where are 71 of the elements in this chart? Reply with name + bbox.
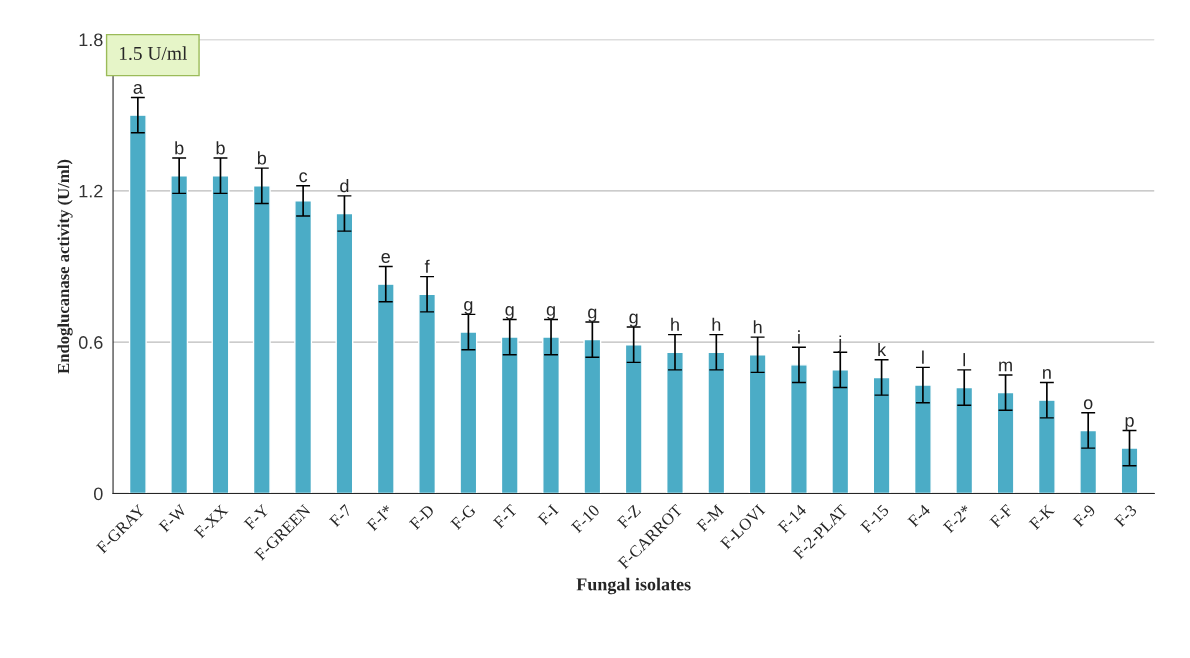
annotation: h	[712, 317, 721, 331]
x-axis-title: Fungal isolates	[576, 577, 691, 595]
x-tick-label: F-4	[907, 503, 931, 528]
annotation: l	[922, 350, 924, 364]
bar	[1120, 447, 1139, 494]
x-tick-label: F-I*	[366, 504, 394, 532]
bar	[583, 338, 602, 494]
bar	[872, 376, 891, 494]
bar	[211, 174, 230, 494]
annotation: b	[257, 151, 267, 165]
bar	[128, 114, 147, 494]
bar	[748, 354, 767, 494]
bar	[831, 369, 850, 494]
annotation: k	[878, 342, 887, 357]
annotation: a	[133, 84, 143, 94]
annotation: c	[299, 172, 308, 183]
x-tick-label: F-G	[450, 503, 477, 531]
y-tick-label: 0	[93, 487, 103, 501]
bar	[252, 185, 271, 494]
x-tick-label: F-K	[1028, 503, 1055, 531]
bar	[459, 331, 478, 494]
bar	[294, 200, 313, 494]
annotation: g	[588, 308, 597, 322]
bar	[955, 386, 974, 494]
x-tick-label: F-D	[408, 504, 435, 531]
x-tick-label: F-2*	[942, 504, 972, 534]
annotation: g	[505, 306, 514, 320]
annotation: h	[671, 317, 679, 331]
annotation: e	[381, 253, 390, 263]
annotation: b	[216, 141, 225, 155]
annotation: g	[629, 313, 638, 328]
x-tick-label: F-I	[537, 504, 559, 526]
annotation: n	[1043, 369, 1051, 379]
x-tick-label: F-F	[989, 504, 1014, 529]
bar	[913, 384, 932, 494]
annotation: f	[424, 259, 430, 273]
annotation: h	[753, 320, 762, 334]
annotation: m	[999, 361, 1012, 372]
bar	[996, 391, 1015, 494]
annotation: b	[175, 141, 184, 155]
annotation: 1.5 U/ml	[119, 46, 187, 61]
bar	[789, 364, 808, 494]
annotation: l	[963, 353, 966, 367]
bar	[707, 351, 726, 494]
y-tick-label: 1.8	[79, 33, 103, 47]
bar	[666, 351, 684, 494]
bar	[418, 293, 437, 494]
bar	[1037, 399, 1056, 494]
annotation: o	[1083, 399, 1093, 410]
annotation: p	[1125, 416, 1134, 431]
y-axis-title: Endoglucanase activity (U/ml)	[57, 159, 73, 374]
x-tick-label: F-9	[1072, 504, 1096, 528]
bar	[170, 174, 189, 494]
x-tick-label: F-15	[860, 504, 890, 534]
x-tick-label: F-3	[1113, 504, 1138, 528]
y-tick-label: 1.2	[79, 184, 103, 198]
y-tick-label: 0.6	[78, 336, 103, 349]
annotation: g	[464, 300, 473, 315]
annotation: i	[798, 330, 800, 344]
annotation: j	[837, 335, 842, 353]
x-tick-label: F-7	[328, 504, 353, 528]
bar	[542, 336, 560, 494]
bar	[624, 343, 643, 494]
x-tick-label: F-10	[570, 504, 601, 534]
annotation: g	[546, 306, 555, 320]
bar	[376, 283, 395, 494]
bar	[1079, 429, 1098, 494]
bar	[500, 336, 519, 494]
bar	[335, 212, 354, 494]
x-tick-label: F-T	[492, 503, 518, 529]
annotation: d	[340, 179, 349, 193]
